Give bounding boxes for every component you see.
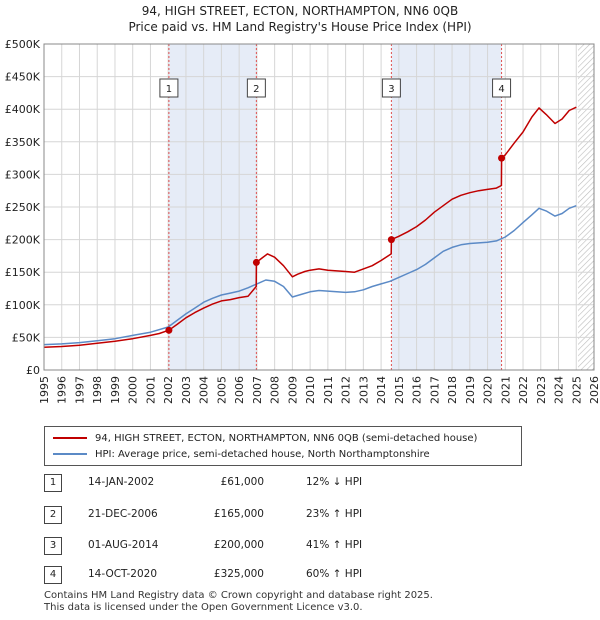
plot-frame <box>43 43 595 371</box>
legend-item-property: 94, HIGH STREET, ECTON, NORTHAMPTON, NN6… <box>53 430 477 446</box>
x-tick-label: 2014 <box>375 376 388 404</box>
sale-price: £200,000 <box>213 539 264 551</box>
x-tick-label: 2026 <box>588 376 600 404</box>
sale-price: £325,000 <box>213 568 264 580</box>
sale-number-badge: 4 <box>44 566 62 584</box>
legend-item-hpi: HPI: Average price, semi-detached house,… <box>53 446 430 462</box>
chart-title: 94, HIGH STREET, ECTON, NORTHAMPTON, NN6… <box>141 4 459 18</box>
price-chart: 1 2 3 4 £0 £50K £100K £150K £200K £250K £300K £350… <box>5 38 600 404</box>
sale-label-number: 4 <box>498 84 504 95</box>
sale-date: 14-OCT-2020 <box>88 568 157 580</box>
x-tick-label: 2004 <box>198 376 211 404</box>
sale-hpi-change: 41% ↑ HPI <box>306 539 363 551</box>
footer-copyright: Contains HM Land Registry data © Crown c… <box>44 590 433 601</box>
sale-date: 01-AUG-2014 <box>88 539 159 551</box>
sale-label-number: 3 <box>388 84 394 95</box>
sale-number-badge: 1 <box>44 474 62 492</box>
footer-licence: This data is licensed under the Open Gov… <box>44 602 363 613</box>
x-tick-label: 2005 <box>215 376 228 404</box>
legend-label-property: 94, HIGH STREET, ECTON, NORTHAMPTON, NN6… <box>95 432 478 444</box>
y-tick-label: £300K <box>5 168 41 181</box>
x-tick-label: 2010 <box>304 376 317 404</box>
x-tick-label: 2016 <box>411 376 424 404</box>
sale-row: 3 01-AUG-2014 £200,000 41% ↑ HPI <box>44 537 564 555</box>
property-price-line <box>43 106 577 348</box>
sale-row: 1 14-JAN-2002 £61,000 12% ↓ HPI <box>44 474 564 492</box>
x-tick-label: 2025 <box>570 376 583 404</box>
x-tick-label: 2011 <box>322 376 335 404</box>
x-tick-label: 2008 <box>269 376 282 404</box>
y-tick-label: £200K <box>5 234 41 247</box>
x-tick-label: 2000 <box>127 376 140 404</box>
x-tick-label: 2018 <box>446 376 459 404</box>
chart-legend: 94, HIGH STREET, ECTON, NORTHAMPTON, NN6… <box>44 426 522 466</box>
sale-point <box>165 326 173 334</box>
sale-point <box>252 258 260 266</box>
sale-hpi-change: 12% ↓ HPI <box>306 476 363 488</box>
legend-label-hpi: HPI: Average price, semi-detached house,… <box>95 448 430 460</box>
sale-point <box>498 154 506 162</box>
x-tick-label: 2021 <box>499 376 512 404</box>
x-tick-label: 2012 <box>340 376 353 404</box>
x-tick-label: 1996 <box>56 376 69 404</box>
y-tick-label: £400K <box>5 103 41 116</box>
x-tick-label: 2024 <box>553 376 566 404</box>
sale-label-box <box>492 78 512 98</box>
x-tick-label: 2006 <box>233 376 246 404</box>
chart-subtitle: Price paid vs. HM Land Registry's House … <box>128 20 472 34</box>
y-tick-label: £100K <box>5 299 41 312</box>
x-tick-label: 2023 <box>535 376 548 404</box>
sale-date: 14-JAN-2002 <box>88 476 155 488</box>
y-tick-label: £350K <box>5 136 41 149</box>
sale-price: £165,000 <box>213 508 264 520</box>
y-tick-label: £450K <box>5 71 41 84</box>
y-tick-label: £50K <box>12 331 41 344</box>
x-tick-label: 2001 <box>144 376 157 404</box>
sale-number-badge: 3 <box>44 537 62 555</box>
sale-date: 21-DEC-2006 <box>88 508 158 520</box>
sale-row: 4 14-OCT-2020 £325,000 60% ↑ HPI <box>44 566 564 584</box>
sale-price: £61,000 <box>220 476 264 488</box>
sale-label-number: 2 <box>253 84 259 95</box>
sale-label-number: 1 <box>166 84 172 95</box>
x-tick-label: 2003 <box>180 376 193 404</box>
x-tick-label: 2002 <box>162 376 175 404</box>
hpi-line <box>43 204 577 346</box>
legend-swatch-hpi <box>53 453 87 455</box>
x-tick-label: 1998 <box>91 376 104 404</box>
x-tick-label: 2019 <box>464 376 477 404</box>
x-tick-label: 2007 <box>251 376 264 404</box>
x-tick-label: 1995 <box>38 376 51 404</box>
x-tick-label: 1999 <box>109 376 122 404</box>
sale-row: 2 21-DEC-2006 £165,000 23% ↑ HPI <box>44 506 564 524</box>
legend-swatch-property <box>53 437 87 439</box>
sale-label-box <box>159 78 179 98</box>
sale-hpi-change: 23% ↑ HPI <box>306 508 363 520</box>
y-tick-label: £150K <box>5 266 41 279</box>
sale-label-box <box>381 78 401 98</box>
sale-label-box <box>246 78 266 98</box>
x-tick-label: 2015 <box>393 376 406 404</box>
y-tick-label: £250K <box>5 201 41 214</box>
sale-point <box>387 236 395 244</box>
sale-hpi-change: 60% ↑ HPI <box>306 568 363 580</box>
x-tick-label: 2009 <box>286 376 299 404</box>
x-tick-label: 1997 <box>73 376 86 404</box>
sale-number-badge: 2 <box>44 506 62 524</box>
x-tick-label: 2013 <box>357 376 370 404</box>
x-tick-label: 2022 <box>517 376 530 404</box>
y-tick-label: £500K <box>5 38 41 51</box>
y-tick-label: £0 <box>26 364 40 377</box>
x-tick-label: 2017 <box>428 376 441 404</box>
x-tick-label: 2020 <box>482 376 495 404</box>
